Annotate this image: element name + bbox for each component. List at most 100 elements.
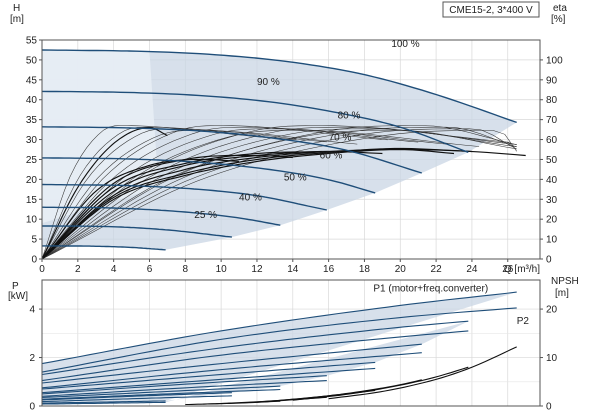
y-axis-label-power: P: [12, 281, 19, 292]
head-curve: [41, 49, 517, 124]
y-tick-label-head: 0: [31, 255, 37, 266]
y-tick-label-power: 2: [29, 353, 35, 364]
head-curve: [41, 206, 281, 226]
y-tick-label-head: 5: [31, 235, 37, 246]
power-curve: [41, 395, 232, 403]
reference-curve: [41, 128, 517, 260]
speed-label: 100 %: [391, 39, 419, 50]
y-tick-label-eta: 20: [546, 215, 558, 226]
legend-box: [442, 1, 540, 18]
x-tick-label: 8: [183, 264, 189, 275]
x-tick-label: 6: [147, 264, 153, 275]
y-tick-label-eta: 100: [546, 55, 563, 66]
power-curve: [41, 401, 166, 405]
operating-range-fill: [42, 50, 517, 250]
y-tick-label-eta: 40: [546, 175, 558, 186]
efficiency-curve: [41, 158, 240, 260]
reference-curve: [41, 126, 517, 260]
y-tick-label-eta: 30: [546, 195, 558, 206]
y-axis-unit-power: [kW]: [8, 291, 28, 302]
x-tick-label: 2: [75, 264, 81, 275]
x-tick-label: 12: [251, 264, 263, 275]
y-tick-label-head: 45: [26, 75, 38, 86]
power-curve: [41, 392, 232, 401]
power-curve: [41, 375, 327, 395]
y-tick-label-head: 25: [26, 155, 38, 166]
y-tick-label-npsh: 20: [546, 305, 558, 316]
npsh-curve: [328, 346, 517, 400]
y-tick-label-head: 50: [26, 55, 38, 66]
y-tick-label-eta: 70: [546, 115, 558, 126]
power-curve: [41, 388, 281, 400]
speed-label: 70 %: [329, 133, 352, 144]
y-axis-unit-eta: [%]: [551, 14, 566, 25]
npsh-curve: [185, 400, 281, 406]
power-curve: [41, 320, 469, 376]
y-tick-label-eta: 80: [546, 95, 558, 106]
x-tick-label: 26: [502, 264, 514, 275]
y-axis-unit-head: [m]: [10, 14, 24, 25]
power-curve: [41, 307, 517, 373]
x-tick-label: 18: [359, 264, 371, 275]
power-annotation: P2: [517, 316, 530, 327]
power-curve: [41, 330, 469, 382]
reference-curve: [41, 128, 517, 260]
y-tick-label-head: 35: [26, 115, 38, 126]
x-tick-label: 22: [431, 264, 443, 275]
x-tick-label: 24: [466, 264, 478, 275]
y-tick-label-power: 0: [29, 402, 35, 413]
plot-frame: [41, 39, 541, 260]
efficiency-curve: [41, 147, 472, 260]
power-annotation: P1 (motor+freq.converter): [373, 283, 488, 294]
head-curve: [41, 183, 327, 211]
efficiency-curve: [41, 154, 293, 260]
speed-label: 25 %: [194, 210, 217, 221]
reference-curve: [41, 125, 517, 260]
y-tick-label-npsh: 10: [546, 353, 558, 364]
y-tick-label-eta: 90: [546, 75, 558, 86]
x-tick-label: 16: [323, 264, 335, 275]
speed-label: 90 %: [257, 77, 280, 88]
y-tick-label-power: 4: [29, 305, 35, 316]
speed-label: 40 %: [239, 192, 262, 203]
head-curve: [41, 126, 422, 174]
power-curve: [41, 361, 376, 390]
reference-curve: [41, 125, 388, 260]
power-curve: [41, 385, 281, 399]
reference-curve: [41, 128, 449, 260]
power-curve: [41, 400, 166, 404]
y-tick-label-eta: 60: [546, 135, 558, 146]
head-curve: [42, 225, 232, 238]
y-axis-unit-npsh: [m]: [555, 288, 569, 299]
x-tick-label: 20: [395, 264, 407, 275]
power-curve: [41, 352, 422, 389]
y-tick-label-head: 15: [26, 195, 38, 206]
x-tick-label: 4: [111, 264, 117, 275]
y-tick-label-eta: 10: [546, 235, 558, 246]
y-tick-label-eta: 0: [546, 255, 552, 266]
power-curve: [41, 380, 327, 397]
power-curve: [41, 367, 376, 394]
y-axis-label-eta: eta: [553, 3, 567, 14]
low-flow-fill: [42, 50, 159, 224]
x-tick-label: 10: [216, 264, 228, 275]
power-curve: [41, 343, 422, 384]
efficiency-curve: [41, 148, 455, 260]
legend-text: CME15-2, 3*400 V: [449, 5, 533, 16]
x-tick-label: 14: [287, 264, 299, 275]
y-axis-label-npsh: NPSH: [551, 276, 579, 287]
x-tick-label: 0: [39, 264, 45, 275]
head-curve: [42, 157, 376, 194]
y-tick-label-npsh: 0: [546, 402, 552, 413]
reference-curve: [41, 130, 517, 260]
plot-frame: [41, 279, 541, 407]
y-tick-label-eta: 50: [546, 155, 558, 166]
power-curve: [41, 291, 517, 365]
y-tick-label-head: 40: [26, 95, 38, 106]
reference-curve: [41, 130, 480, 260]
speed-label: 50 %: [284, 172, 307, 183]
x-axis-label: Q [m³/h]: [504, 264, 540, 275]
head-curve: [42, 245, 166, 251]
head-curve: [41, 90, 469, 153]
